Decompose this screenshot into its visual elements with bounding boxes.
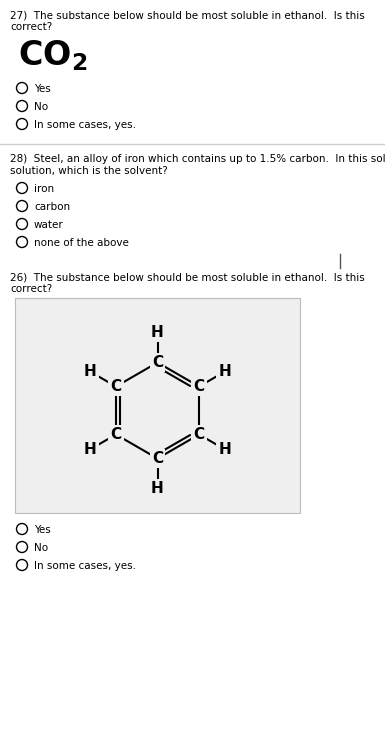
Text: correct?: correct? (10, 284, 52, 294)
Text: C: C (152, 451, 163, 466)
Text: Yes: Yes (34, 525, 51, 535)
Text: 28)  Steel, an alloy of iron which contains up to 1.5% carbon.  In this solid: 28) Steel, an alloy of iron which contai… (10, 154, 385, 164)
Text: H: H (151, 325, 164, 340)
Text: water: water (34, 220, 64, 230)
Text: iron: iron (34, 184, 54, 194)
Text: none of the above: none of the above (34, 238, 129, 248)
Text: C: C (194, 379, 205, 394)
Text: In some cases, yes.: In some cases, yes. (34, 561, 136, 571)
FancyBboxPatch shape (15, 298, 300, 513)
Text: C: C (110, 427, 122, 442)
Text: Yes: Yes (34, 84, 51, 94)
Text: No: No (34, 543, 48, 553)
Text: $\mathbf{CO_2}$: $\mathbf{CO_2}$ (18, 38, 87, 73)
Text: 27)  The substance below should be most soluble in ethanol.  Is this: 27) The substance below should be most s… (10, 10, 365, 20)
Text: C: C (152, 355, 163, 370)
Text: No: No (34, 102, 48, 112)
Text: 26)  The substance below should be most soluble in ethanol.  Is this: 26) The substance below should be most s… (10, 272, 365, 282)
Text: solution, which is the solvent?: solution, which is the solvent? (10, 166, 168, 176)
Text: correct?: correct? (10, 22, 52, 32)
Text: H: H (84, 364, 96, 379)
Text: C: C (110, 379, 122, 394)
Text: H: H (219, 364, 231, 379)
Text: carbon: carbon (34, 202, 70, 212)
Text: In some cases, yes.: In some cases, yes. (34, 120, 136, 130)
Text: H: H (219, 442, 231, 457)
Text: H: H (151, 481, 164, 496)
Text: C: C (194, 427, 205, 442)
Text: H: H (84, 442, 96, 457)
